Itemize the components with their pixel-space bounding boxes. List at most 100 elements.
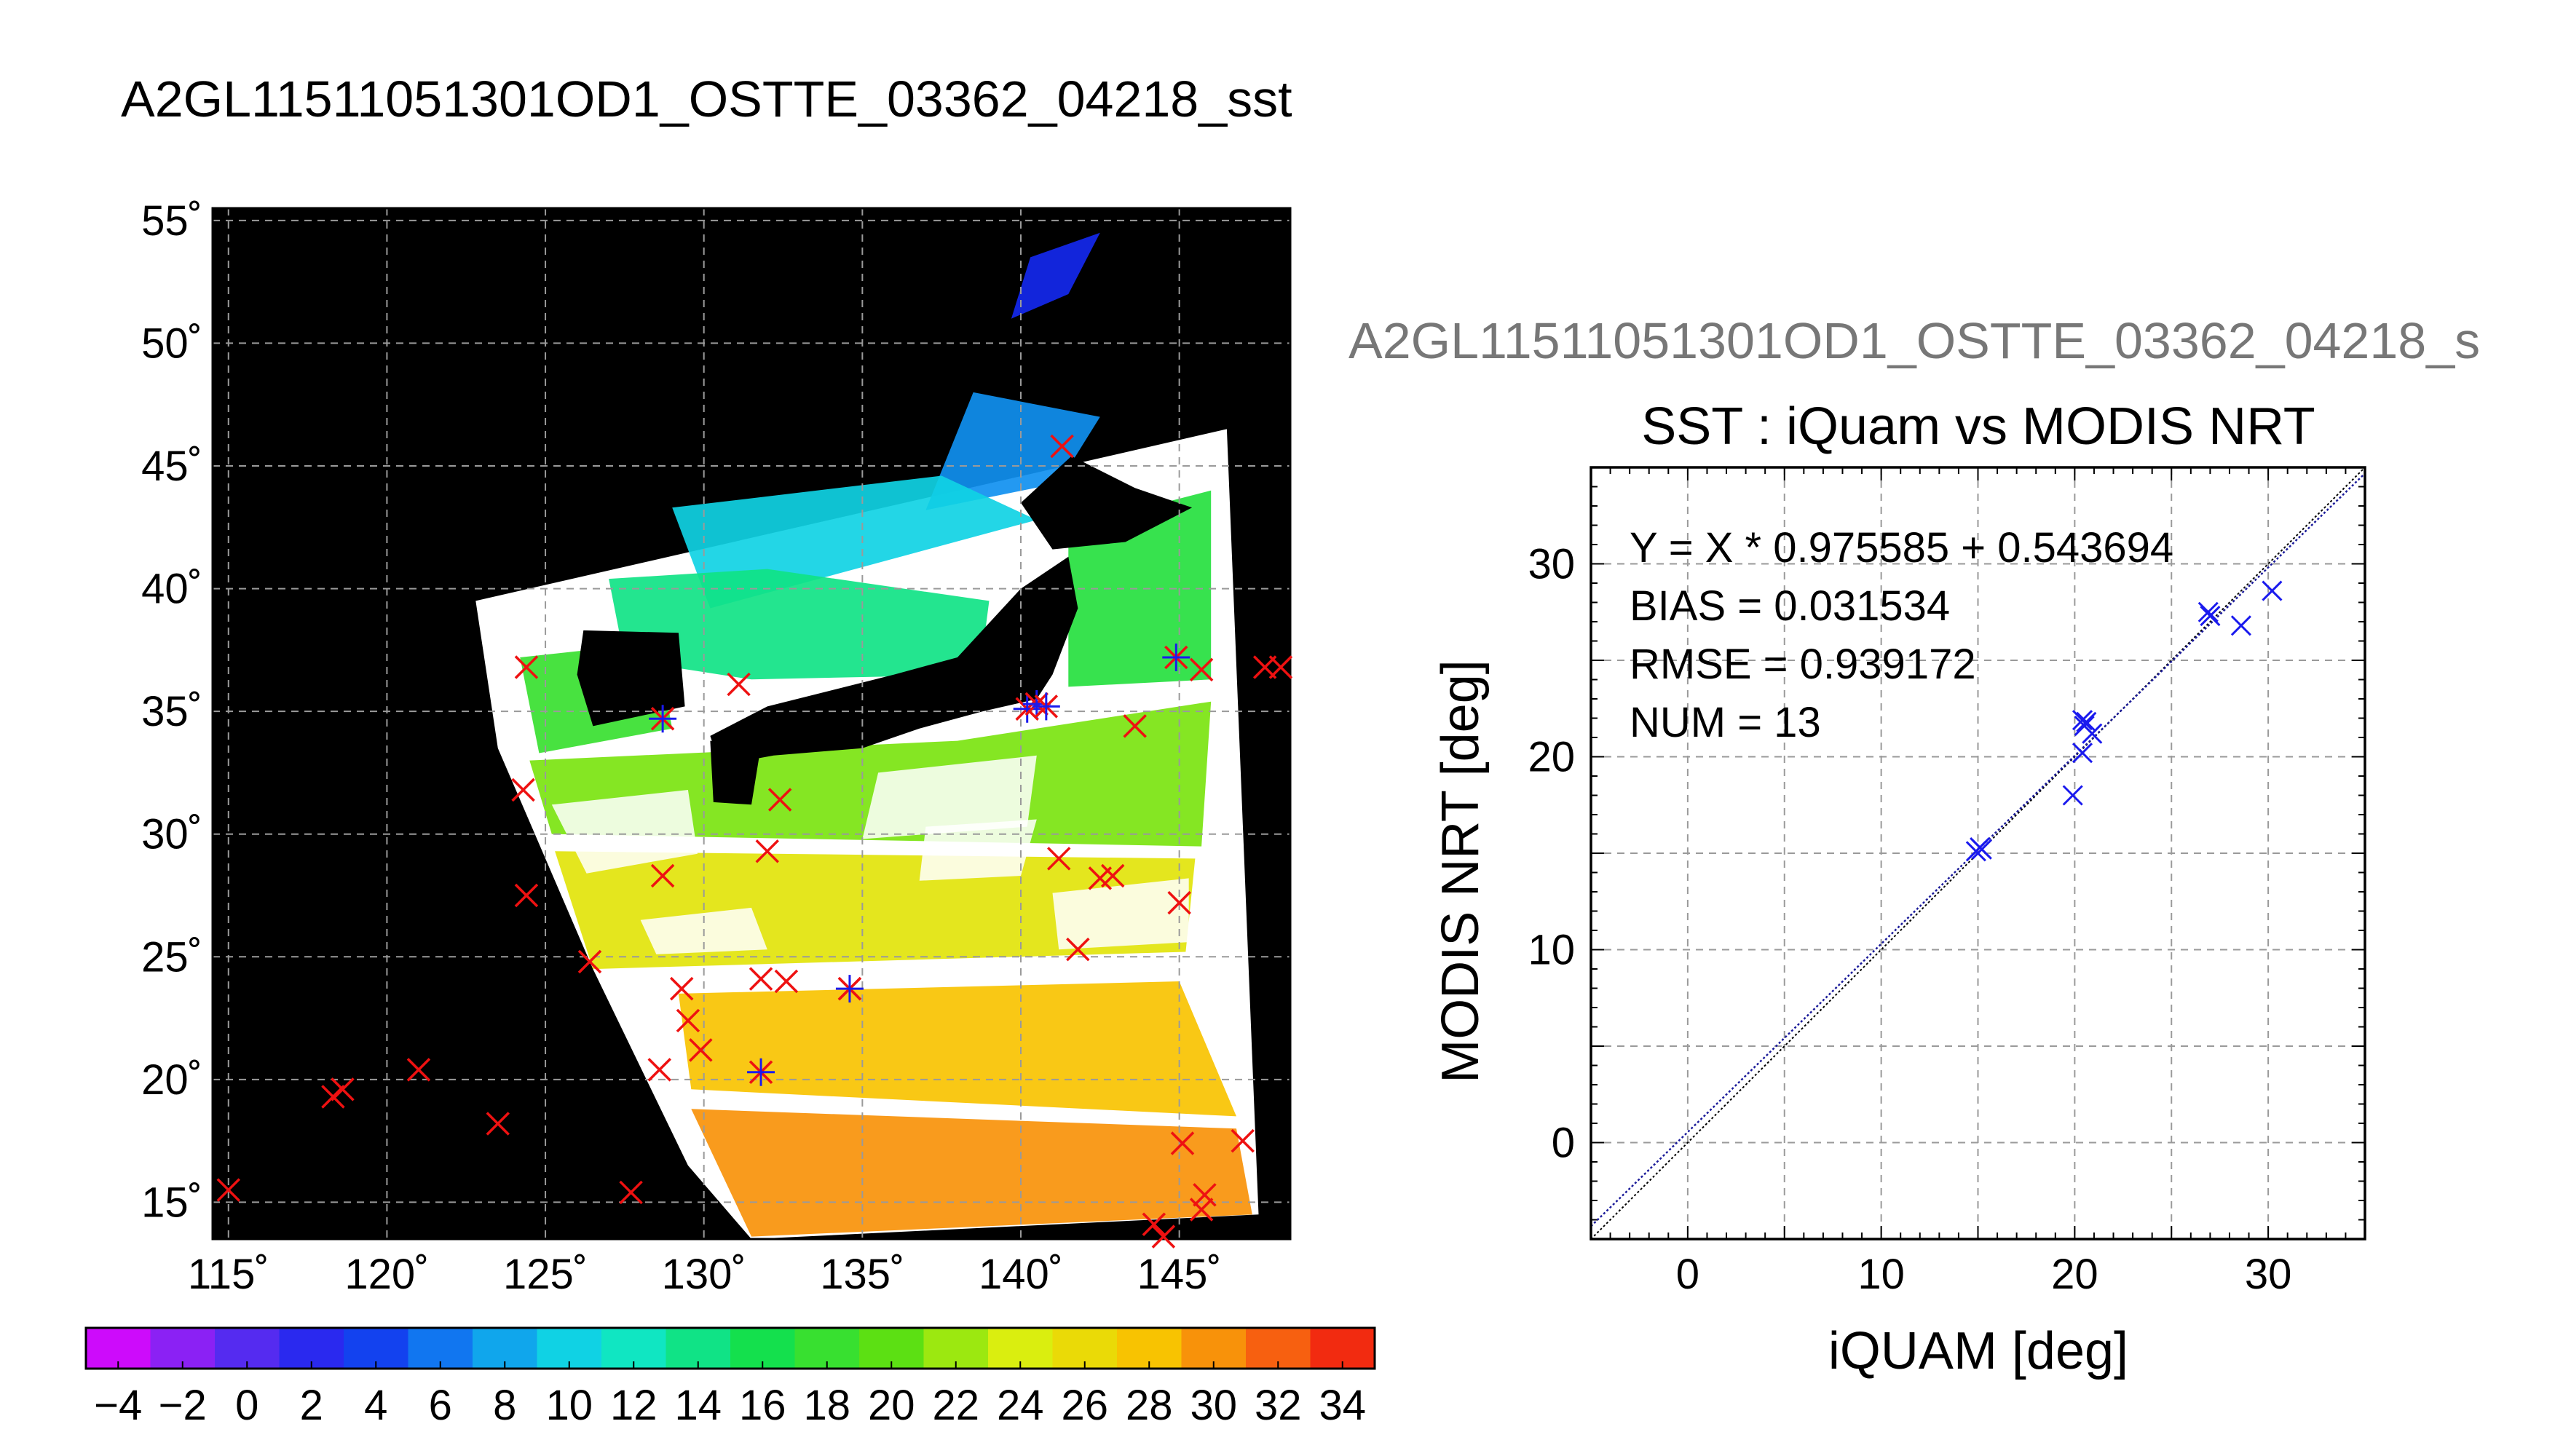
buoy-marker	[727, 672, 751, 697]
buoy-marker	[514, 883, 539, 908]
cloud-patch	[1052, 878, 1189, 950]
scatter-point	[1965, 841, 1986, 862]
scatter-point	[1971, 839, 1992, 860]
colorbar-tick-label: 0	[235, 1382, 258, 1429]
buoy-marker	[669, 976, 694, 1001]
colorbar-tick-label: 10	[545, 1382, 593, 1429]
map-y-tick-label: 30˚	[141, 811, 202, 858]
colorbar-tick-label: 18	[803, 1382, 850, 1429]
map-y-tick-label: 45˚	[141, 443, 202, 490]
colorbar-tick-label: 16	[739, 1382, 786, 1429]
map-frame	[211, 207, 1292, 1241]
cloud-patch	[862, 755, 1037, 839]
colorbar-tick-label: 4	[364, 1382, 387, 1429]
map-x-tick-label: 145˚	[1137, 1251, 1222, 1298]
buoy-marker	[406, 1058, 431, 1082]
buoy-marker	[1046, 847, 1071, 871]
buoy-marker	[1189, 657, 1214, 682]
num-text: NUM = 13	[1630, 699, 1821, 746]
sst-patch	[1011, 232, 1100, 319]
sst-patch	[609, 569, 990, 680]
map-y-tick-label: 20˚	[141, 1056, 202, 1104]
colorbar-tick-label: 2	[300, 1382, 323, 1429]
scatter-point	[2076, 711, 2097, 732]
scatter-x-tick-label: 30	[2245, 1251, 2292, 1298]
scatter-point	[2072, 743, 2093, 764]
scatter-frame	[1590, 466, 2366, 1241]
bias-text: BIAS = 0.031534	[1630, 582, 1950, 630]
buoy-marker	[767, 788, 792, 812]
colorbar-tick-label: 20	[868, 1382, 915, 1429]
matchup-marker	[649, 705, 677, 733]
colorbar-tick-label: 22	[932, 1382, 979, 1429]
fit-equation: Y = X * 0.975585 + 0.543694	[1630, 524, 2173, 571]
map-x-tick-label: 125˚	[503, 1251, 588, 1298]
buoy-marker	[514, 655, 539, 679]
buoy-marker	[321, 1085, 345, 1109]
buoy-marker	[1167, 890, 1191, 915]
land-kyushu	[710, 740, 762, 805]
buoy-marker	[511, 778, 535, 802]
buoy-marker	[1100, 863, 1125, 888]
buoy-marker	[755, 839, 780, 863]
buoy-marker	[1151, 1224, 1176, 1249]
scatter-point	[2200, 605, 2221, 627]
buoy-marker	[1050, 434, 1074, 459]
scatter-point	[2062, 785, 2083, 806]
map-y-tick-label: 35˚	[141, 688, 202, 735]
land-korea	[577, 630, 685, 727]
scatter-point	[2197, 601, 2219, 622]
scatter-x-tick-label: 0	[1676, 1251, 1699, 1298]
scatter-point	[2262, 580, 2283, 601]
sst-patch	[529, 701, 1212, 847]
scatter-y-tick-label: 0	[1552, 1120, 1575, 1167]
buoy-marker	[1170, 1131, 1195, 1155]
buoy-marker	[647, 1058, 672, 1082]
buoy-marker	[1193, 1183, 1217, 1207]
scatter-x-tick-label: 20	[2051, 1251, 2098, 1298]
y-axis-label: MODIS NRT [deg]	[1431, 660, 1490, 1083]
scatter-title: SST : iQuam vs MODIS NRT	[1641, 397, 2315, 456]
fit-line	[1591, 472, 2365, 1227]
scatter-y-tick-label: 30	[1528, 541, 1575, 588]
colorbar-tick-label: 34	[1319, 1382, 1366, 1429]
colorbar-tick-label: −4	[94, 1382, 142, 1429]
x-axis-label: iQUAM [deg]	[1828, 1322, 2128, 1380]
colorbar-tick-label: 14	[674, 1382, 722, 1429]
scatter-file-title: A2GL11511051301OD1_OSTTE_03362_04218_s	[1348, 312, 2481, 369]
sst-patch	[691, 1109, 1252, 1237]
scatter-point	[2230, 615, 2251, 636]
land-honshu	[710, 556, 1078, 766]
buoy-marker	[1123, 714, 1147, 738]
colorbar-tick-label: 26	[1061, 1382, 1108, 1429]
map-y-tick-label: 40˚	[141, 566, 202, 613]
buoy-marker	[676, 1008, 700, 1033]
buoy-marker	[1189, 1198, 1214, 1222]
colorbar-tick-label: −2	[159, 1382, 207, 1429]
colorbar-tick-label: 28	[1126, 1382, 1173, 1429]
buoy-marker	[1231, 1128, 1255, 1153]
map-y-tick-label: 55˚	[141, 197, 202, 245]
cloud-patch	[551, 790, 698, 874]
map-x-tick-label: 140˚	[979, 1251, 1063, 1298]
colorbar-tick-label: 12	[610, 1382, 657, 1429]
matchup-marker	[1162, 643, 1190, 671]
colorbar-tick-label: 24	[997, 1382, 1044, 1429]
map-y-tick-label: 50˚	[141, 320, 202, 367]
matchup-marker	[1032, 692, 1060, 721]
map-title: A2GL11511051301OD1_OSTTE_03362_04218_sst	[121, 71, 1292, 127]
buoy-marker	[774, 969, 799, 994]
map-x-tick-label: 115˚	[188, 1251, 269, 1298]
buoy-marker	[619, 1180, 643, 1205]
buoy-marker	[749, 967, 773, 991]
matchup-marker	[747, 1058, 775, 1086]
scatter-y-tick-label: 20	[1528, 734, 1575, 781]
map-x-tick-label: 135˚	[820, 1251, 904, 1298]
map-y-tick-label: 15˚	[141, 1179, 202, 1226]
scatter-point	[2072, 710, 2093, 731]
scatter-point	[2082, 723, 2103, 744]
scatter-y-tick-label: 10	[1528, 927, 1575, 974]
buoy-marker	[689, 1038, 713, 1062]
map-x-tick-label: 130˚	[662, 1251, 746, 1298]
